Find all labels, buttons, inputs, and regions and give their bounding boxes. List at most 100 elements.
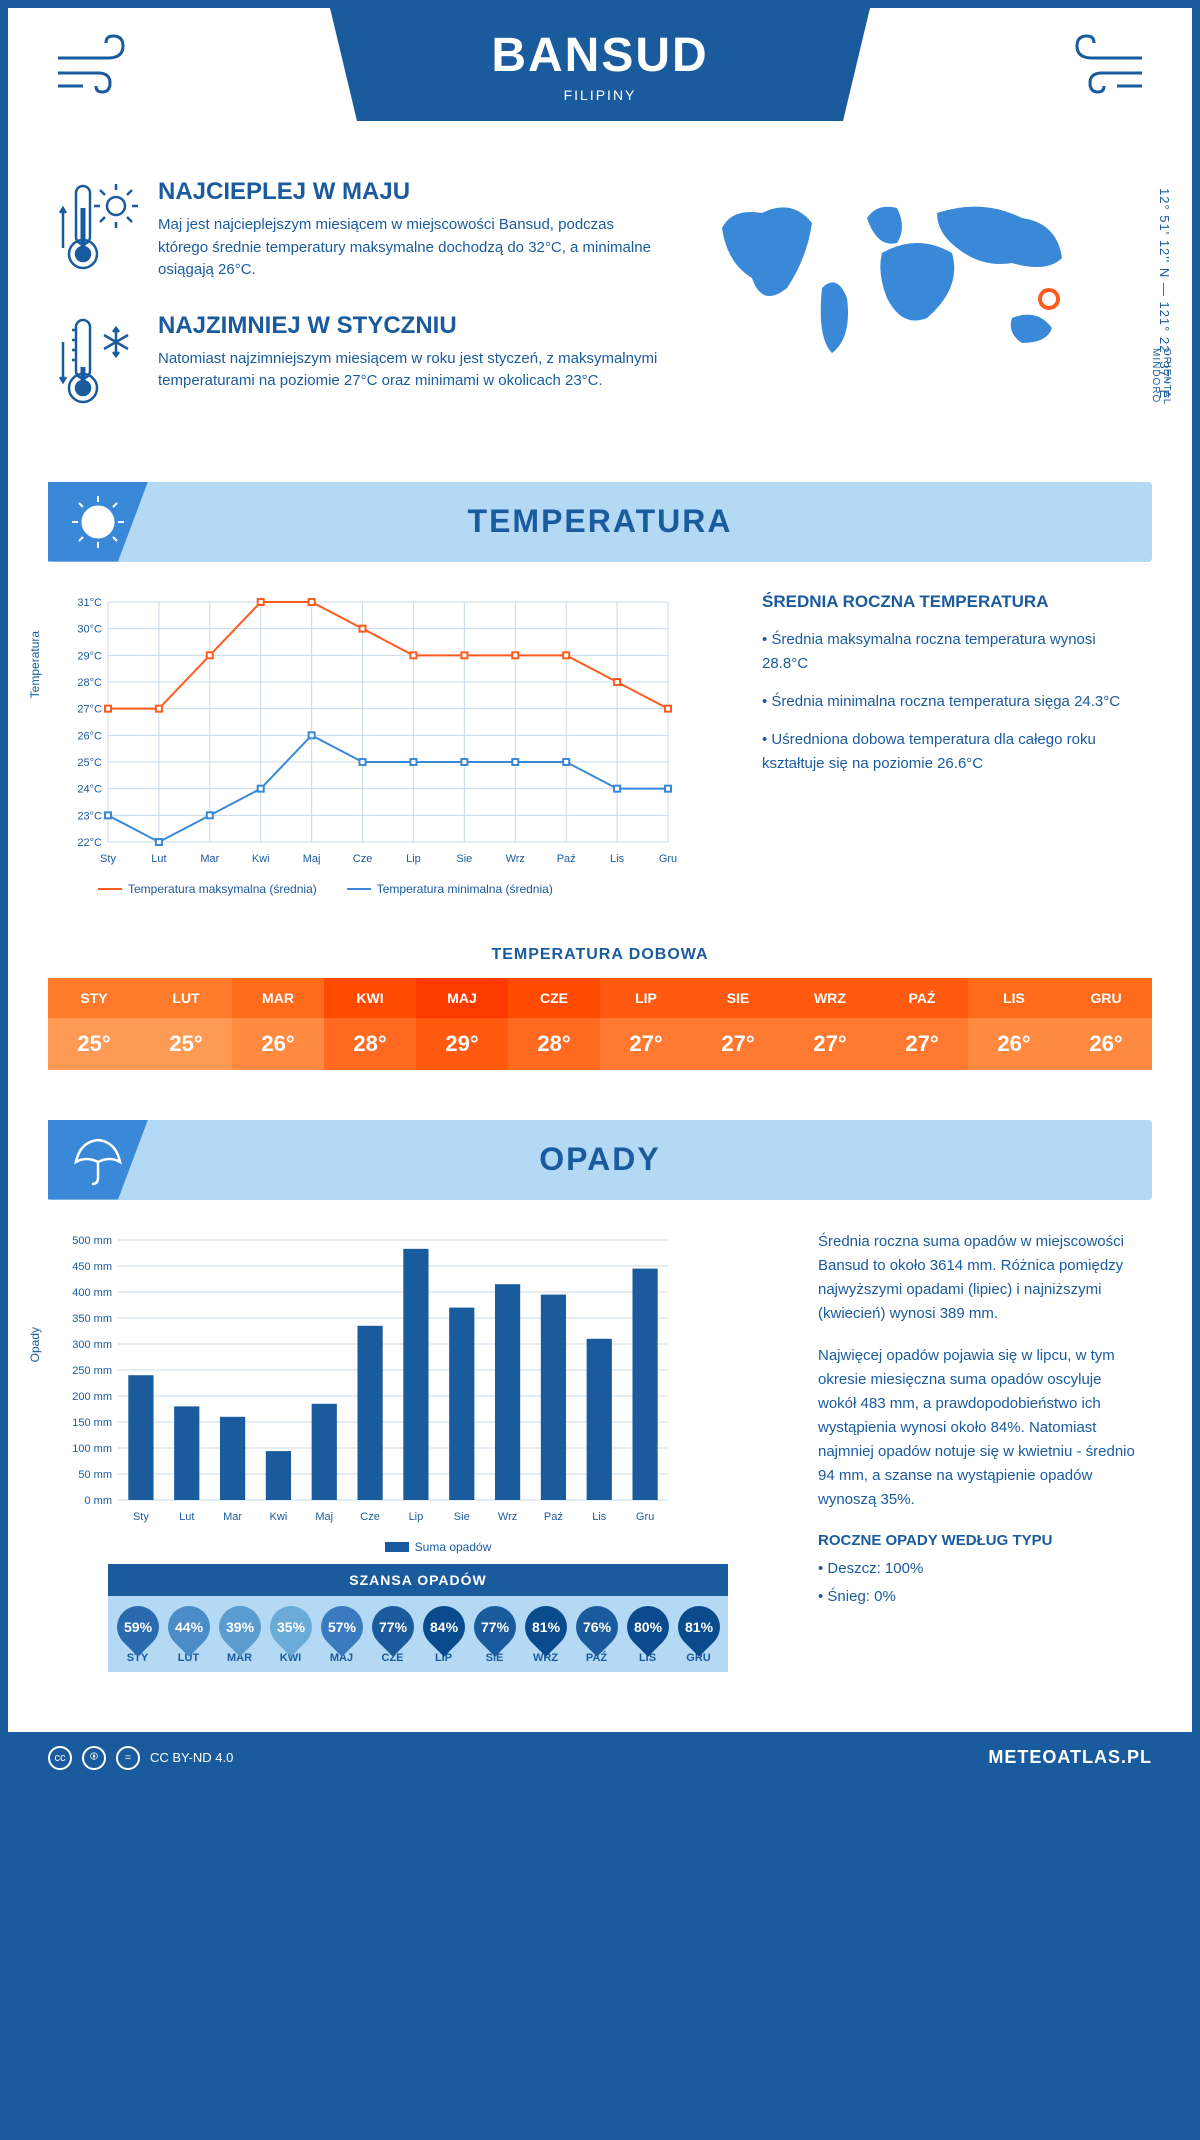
chance-col: 80%LIS (622, 1606, 673, 1664)
daily-col: LIP27° (600, 978, 692, 1070)
temp-y-label: Temperatura (28, 630, 42, 697)
thermometer-hot-icon (58, 178, 138, 278)
daily-value: 28° (324, 1018, 416, 1070)
chance-col: 59%STY (112, 1606, 163, 1664)
legend-swatch-max (98, 888, 122, 890)
chance-col: 81%WRZ (520, 1606, 571, 1664)
precip-legend: Suma opadów (58, 1540, 778, 1554)
chance-value: 44% (174, 1619, 202, 1635)
daily-value: 25° (140, 1018, 232, 1070)
cold-info-text: NAJZIMNIEJ W STYCZNIU Natomiast najzimni… (158, 312, 662, 412)
svg-text:Kwi: Kwi (252, 853, 270, 865)
precip-type-snow: • Śnieg: 0% (818, 1585, 1142, 1609)
legend-min-label: Temperatura minimalna (średnia) (377, 882, 553, 896)
raindrop-icon: 35% (261, 1597, 320, 1656)
svg-text:26°C: 26°C (77, 730, 102, 742)
svg-text:Wrz: Wrz (506, 853, 525, 865)
chance-value: 81% (531, 1619, 559, 1635)
daily-col: MAR26° (232, 978, 324, 1070)
daily-value: 27° (784, 1018, 876, 1070)
daily-month: WRZ (784, 978, 876, 1018)
svg-text:Lip: Lip (406, 853, 421, 865)
daily-col: PAŹ27° (876, 978, 968, 1070)
daily-month: KWI (324, 978, 416, 1018)
wind-decoration-icon (48, 28, 148, 123)
footer: cc 🅯 = CC BY-ND 4.0 METEOATLAS.PL (8, 1732, 1192, 1784)
raindrop-icon: 59% (108, 1597, 167, 1656)
title-banner: BANSUD FILIPINY (330, 8, 870, 121)
raindrop-icon: 81% (669, 1597, 728, 1656)
svg-text:400 mm: 400 mm (72, 1287, 112, 1299)
raindrop-icon: 81% (516, 1597, 575, 1656)
region-label: ORIENTAL MINDORO (1150, 348, 1172, 442)
cc-icon: cc (48, 1746, 72, 1770)
daily-month: LIP (600, 978, 692, 1018)
svg-text:Maj: Maj (315, 1511, 333, 1523)
legend-max-label: Temperatura maksymalna (średnia) (128, 882, 317, 896)
temperature-chart-wrap: Temperatura 22°C23°C24°C25°C26°C27°C28°C… (58, 592, 722, 896)
cold-title: NAJZIMNIEJ W STYCZNIU (158, 312, 662, 340)
by-icon: 🅯 (82, 1746, 106, 1770)
precip-y-label: Opady (28, 1326, 42, 1361)
svg-text:Lip: Lip (409, 1511, 424, 1523)
svg-text:150 mm: 150 mm (72, 1417, 112, 1429)
daily-value: 27° (692, 1018, 784, 1070)
nd-icon: = (116, 1746, 140, 1770)
raindrop-icon: 77% (363, 1597, 422, 1656)
chance-col: 77%SIE (469, 1606, 520, 1664)
svg-text:Gru: Gru (636, 1511, 654, 1523)
world-map (702, 178, 1142, 383)
svg-text:22°C: 22°C (77, 837, 102, 849)
legend-min: Temperatura minimalna (średnia) (347, 882, 553, 896)
precip-info: Średnia roczna suma opadów w miejscowośc… (818, 1230, 1142, 1672)
precipitation-body: Opady 0 mm50 mm100 mm150 mm200 mm250 mm3… (8, 1200, 1192, 1692)
svg-text:Maj: Maj (303, 853, 321, 865)
page: BANSUD FILIPINY NAJCIEPLEJ W MAJU Maj je… (8, 8, 1192, 1784)
temp-legend: Temperatura maksymalna (średnia) Tempera… (58, 882, 722, 896)
raindrop-icon: 84% (414, 1597, 473, 1656)
svg-text:Paź: Paź (544, 1511, 563, 1523)
daily-month: MAJ (416, 978, 508, 1018)
svg-text:Sty: Sty (133, 1511, 149, 1523)
header: BANSUD FILIPINY (8, 8, 1192, 148)
hot-title: NAJCIEPLEJ W MAJU (158, 178, 662, 206)
chance-col: 39%MAR (214, 1606, 265, 1664)
chance-section: SZANSA OPADÓW 59%STY44%LUT39%MAR35%KWI57… (108, 1564, 728, 1672)
sun-icon (48, 482, 148, 562)
annual-temp-p1: • Średnia maksymalna roczna temperatura … (762, 628, 1142, 676)
chance-value: 59% (123, 1619, 151, 1635)
svg-text:200 mm: 200 mm (72, 1391, 112, 1403)
thermometer-cold-icon (58, 312, 138, 412)
raindrop-icon: 77% (465, 1597, 524, 1656)
precipitation-bar-chart: Opady 0 mm50 mm100 mm150 mm200 mm250 mm3… (58, 1230, 678, 1530)
svg-text:27°C: 27°C (77, 703, 102, 715)
hot-info-text: NAJCIEPLEJ W MAJU Maj jest najcieplejszy… (158, 178, 662, 282)
raindrop-icon: 57% (312, 1597, 371, 1656)
annual-temp-title: ŚREDNIA ROCZNA TEMPERATURA (762, 592, 1142, 612)
daily-value: 28° (508, 1018, 600, 1070)
svg-text:28°C: 28°C (77, 677, 102, 689)
chance-col: 57%MAJ (316, 1606, 367, 1664)
svg-text:500 mm: 500 mm (72, 1235, 112, 1247)
svg-text:Cze: Cze (360, 1511, 380, 1523)
svg-text:24°C: 24°C (77, 783, 102, 795)
daily-value: 26° (232, 1018, 324, 1070)
chance-col: 77%CZE (367, 1606, 418, 1664)
chance-value: 39% (225, 1619, 253, 1635)
intro-section: NAJCIEPLEJ W MAJU Maj jest najcieplejszy… (8, 148, 1192, 482)
daily-col: LUT25° (140, 978, 232, 1070)
svg-text:50 mm: 50 mm (78, 1469, 112, 1481)
cold-info-block: NAJZIMNIEJ W STYCZNIU Natomiast najzimni… (58, 312, 662, 412)
chance-row: 59%STY44%LUT39%MAR35%KWI57%MAJ77%CZE84%L… (108, 1596, 728, 1672)
svg-text:450 mm: 450 mm (72, 1261, 112, 1273)
svg-text:Wrz: Wrz (498, 1511, 517, 1523)
daily-month: SIE (692, 978, 784, 1018)
daily-col: SIE27° (692, 978, 784, 1070)
daily-col: CZE28° (508, 978, 600, 1070)
chance-value: 35% (276, 1619, 304, 1635)
raindrop-icon: 80% (618, 1597, 677, 1656)
daily-month: LIS (968, 978, 1060, 1018)
license-text: CC BY-ND 4.0 (150, 1750, 233, 1765)
chance-value: 77% (378, 1619, 406, 1635)
precipitation-title: OPADY (48, 1141, 1152, 1178)
